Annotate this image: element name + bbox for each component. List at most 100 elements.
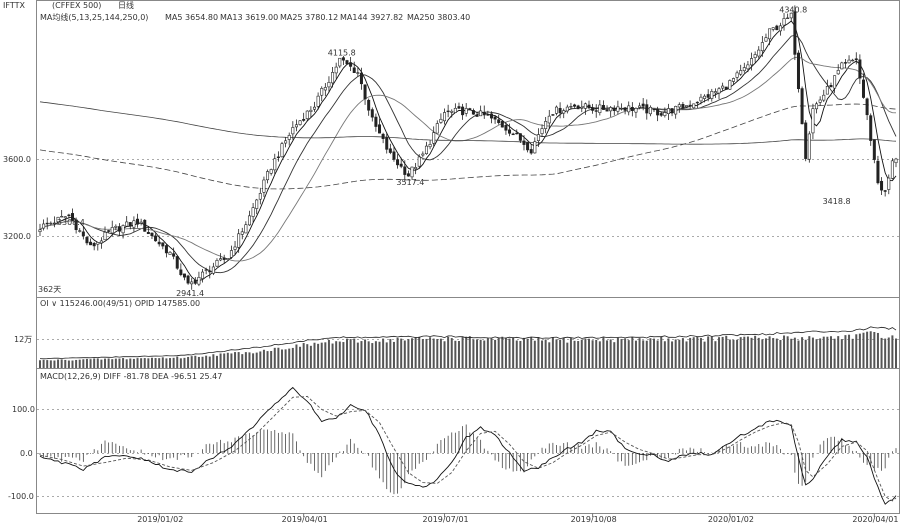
candle [479, 105, 483, 117]
oi-bar [804, 339, 807, 368]
oi-bar [313, 342, 316, 368]
oi-bar [367, 341, 370, 368]
oi-bar [161, 357, 164, 368]
oi-bar [457, 340, 460, 368]
oi-bar [714, 341, 717, 368]
candle [710, 88, 714, 102]
oi-bar [346, 338, 349, 368]
oi-bar [743, 336, 746, 368]
candle [656, 106, 660, 122]
oi-bar [82, 359, 85, 368]
candle [352, 61, 356, 73]
candle [536, 128, 540, 147]
candle [117, 223, 121, 237]
candle [876, 155, 880, 185]
oi-bar [858, 333, 861, 368]
oi-bar [450, 338, 453, 368]
oi-bar [548, 342, 551, 368]
oi-bar [111, 359, 114, 368]
oi-bar [327, 339, 330, 368]
candle [544, 117, 548, 134]
oi-bar [764, 338, 767, 368]
oi-bar [631, 336, 634, 368]
candle [825, 79, 829, 95]
candle [594, 104, 598, 118]
candle [38, 223, 42, 237]
oi-bar [201, 356, 204, 368]
candle [229, 245, 233, 259]
oi-bar [125, 359, 128, 368]
candle [634, 107, 638, 118]
candle [190, 278, 194, 290]
oi-bar [537, 337, 540, 368]
oi-bar [566, 342, 569, 368]
candle [486, 110, 490, 116]
oi-bar [757, 337, 760, 368]
price-annotation: 3308.4 [57, 218, 85, 227]
candle [645, 99, 649, 120]
oi-bar [699, 338, 702, 368]
candle [262, 176, 266, 197]
oi-bar [660, 336, 663, 368]
candle [880, 177, 884, 196]
oi-bar [837, 336, 840, 368]
oi-bar [808, 336, 811, 368]
oi-bar [472, 339, 475, 368]
oi-bar [226, 352, 229, 368]
candle [493, 116, 497, 124]
candle [753, 51, 757, 63]
oi-bar [595, 339, 598, 368]
oi-bar [884, 338, 887, 368]
oi-bar [194, 355, 197, 368]
candle [406, 170, 410, 177]
oi-bar [848, 334, 851, 368]
oi-bar [439, 338, 442, 368]
candle [457, 102, 461, 109]
oi-bar [783, 335, 786, 368]
candle [717, 86, 721, 100]
candle [760, 36, 764, 57]
candle [258, 187, 262, 205]
price-tick-3600: 3600.0 [3, 155, 31, 164]
candle [237, 229, 241, 253]
ma144-value: MA144 3927.82 [340, 13, 403, 22]
candle [601, 100, 605, 111]
candle [363, 84, 367, 105]
candle [504, 121, 508, 135]
candle [247, 210, 251, 226]
candle [843, 58, 847, 69]
candle [287, 132, 291, 146]
oi-bar [613, 342, 616, 368]
oi-bar [461, 337, 464, 368]
candle [706, 89, 710, 102]
candle [56, 216, 60, 225]
candle [320, 86, 324, 102]
oi-bar [674, 339, 677, 368]
oi-bar [158, 358, 161, 368]
oi-bar [606, 340, 609, 368]
oi-bar [244, 352, 247, 368]
oi-bar [302, 343, 305, 368]
candle [526, 142, 530, 153]
oi-bar [46, 360, 49, 368]
candle [565, 104, 569, 114]
oi-bar [577, 341, 580, 368]
oi-bar [107, 358, 110, 368]
oi-bar [183, 357, 186, 368]
candle [861, 73, 865, 99]
oi-bar [295, 344, 298, 368]
oi-bar [389, 339, 392, 368]
days-counter: 362天 [38, 285, 61, 294]
candle [327, 76, 331, 93]
oi-bar [494, 339, 497, 368]
candle [475, 111, 479, 117]
oi-bar [53, 360, 56, 368]
candle [815, 101, 819, 114]
candle [172, 247, 176, 260]
candle [255, 198, 259, 215]
oi-bar [338, 341, 341, 368]
oi-bar [277, 347, 280, 368]
oi-bar [718, 337, 721, 368]
candle [894, 157, 898, 168]
candle [89, 238, 93, 246]
